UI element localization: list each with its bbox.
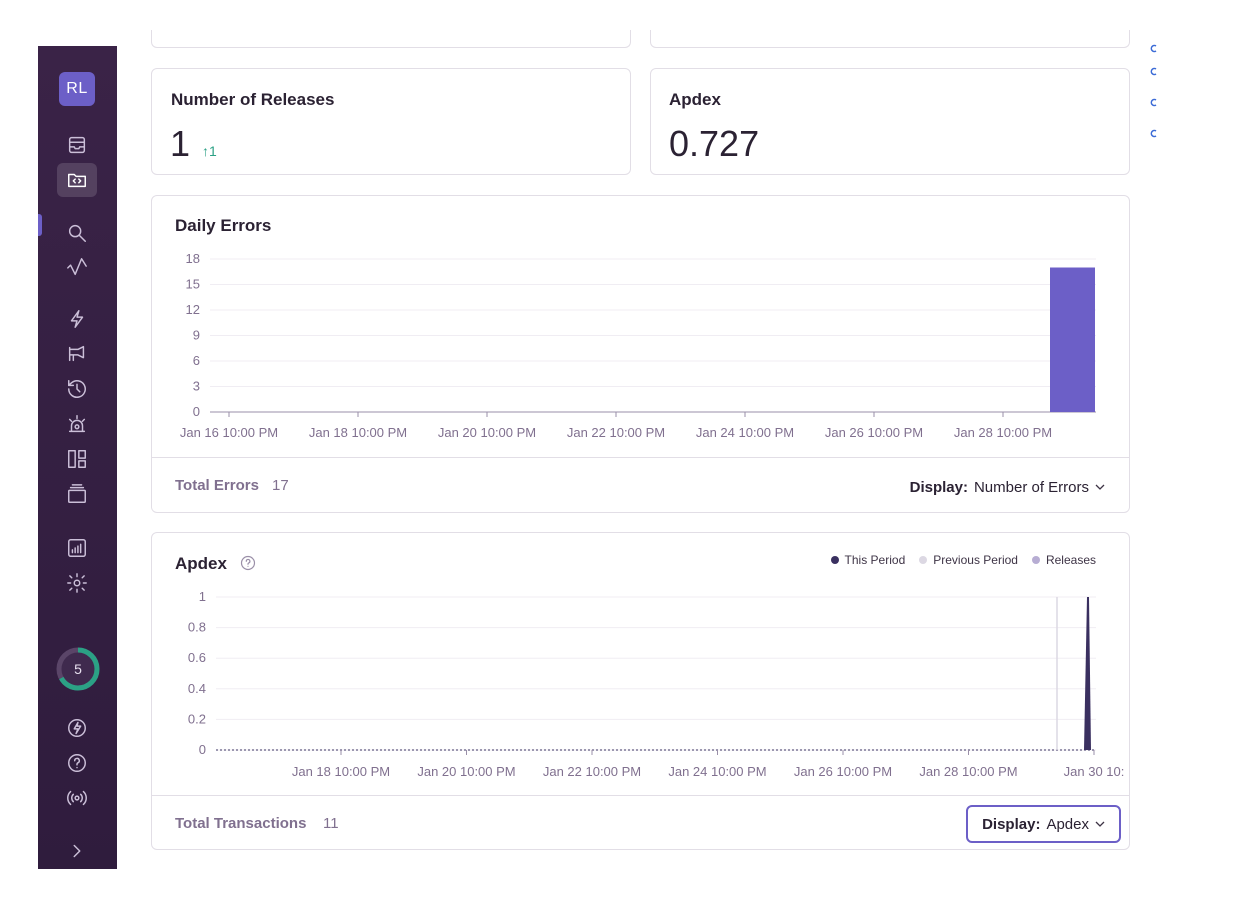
x-tick-label: Jan 20 10:00 PM <box>438 425 536 440</box>
releases-value: 1 <box>170 123 191 164</box>
x-tick-label: Jan 18 10:00 PM <box>292 764 390 779</box>
daily-errors-chart: 0 3 6 9 12 15 18 Jan 16 10:00 PM Jan 18 10:00 PM… <box>180 251 1096 440</box>
dashboards-icon[interactable] <box>62 444 92 474</box>
y-tick-label: 12 <box>186 302 200 317</box>
service-status-icon[interactable] <box>62 783 92 813</box>
previous-period-dot <box>919 556 928 564</box>
y-tick-label: 0.4 <box>188 681 206 696</box>
apdex-card-value: 0.727 <box>669 123 760 164</box>
releases-title: Number of Releases <box>171 90 335 109</box>
stats-icon[interactable] <box>62 533 92 563</box>
y-tick-label: 0 <box>193 404 200 419</box>
legend-this-period[interactable]: This Period <box>830 553 906 567</box>
error-bar <box>1050 267 1095 412</box>
apdex-legend: This Period Previous Period Releases <box>830 553 1096 567</box>
chevron-down-icon <box>1095 821 1105 827</box>
issues-inbox-icon[interactable] <box>62 130 92 160</box>
discover-stack-icon[interactable] <box>62 479 92 509</box>
apdex-footer: Total Transactions 11 Display: Apdex <box>152 795 1129 851</box>
x-tick-label: Jan 26 10:00 PM <box>825 425 923 440</box>
display-value: Number of Errors <box>973 478 1089 496</box>
legend-releases-label: Releases <box>1045 553 1096 567</box>
apdex-chart-card: Apdex This Period Previous Period Releas… <box>151 532 1130 850</box>
releases-icon[interactable] <box>62 304 92 334</box>
apdex-card-title: Apdex <box>669 90 721 109</box>
settings-gear-icon[interactable] <box>62 568 92 598</box>
org-avatar[interactable]: RL <box>59 72 95 106</box>
help-icon[interactable] <box>240 555 256 571</box>
daily-errors-title: Daily Errors <box>175 216 272 235</box>
y-tick-label: 9 <box>193 328 200 343</box>
releases-delta: ↑1 <box>202 143 217 159</box>
x-tick-label: Jan 20 10:00 PM <box>417 764 515 779</box>
y-tick-label: 0.8 <box>188 620 206 635</box>
x-tick-label: Jan 24 10:00 PM <box>696 425 794 440</box>
apdex-card: Apdex 0.727 <box>650 68 1130 175</box>
display-key: Display: <box>982 815 1041 833</box>
this-period-dot <box>830 556 839 564</box>
broadcast-lightning-icon[interactable] <box>62 713 92 743</box>
releases-dot <box>1031 556 1040 564</box>
legend-this-period-label: This Period <box>844 553 906 567</box>
legend-releases[interactable]: Releases <box>1031 553 1096 567</box>
total-errors-value: 17 <box>272 477 289 494</box>
y-tick-label: 3 <box>193 379 200 394</box>
x-tick-label: Jan 28 10:00 PM <box>919 764 1017 779</box>
y-tick-label: 0.2 <box>188 711 206 726</box>
apdex-chart: 0 0.2 0.4 0.6 0.8 1 Jan 18 10:00 PM Jan 20 10:0… <box>188 589 1125 779</box>
onboarding-progress[interactable]: 5 <box>55 646 101 692</box>
right-edge-markers <box>1150 44 1157 138</box>
y-tick-label: 0.6 <box>188 650 206 665</box>
apdex-display-dropdown[interactable]: Display: Apdex <box>966 805 1121 843</box>
history-icon[interactable] <box>62 374 92 404</box>
performance-icon[interactable] <box>62 252 92 282</box>
y-tick-label: 0 <box>199 742 206 757</box>
projects-icon[interactable] <box>57 163 97 197</box>
card-stub-right <box>650 30 1130 48</box>
x-tick-label: Jan 24 10:00 PM <box>668 764 766 779</box>
y-tick-label: 15 <box>186 277 200 292</box>
chevron-down-icon <box>1095 484 1105 490</box>
x-tick-label: Jan 22 10:00 PM <box>543 764 641 779</box>
help-question-icon[interactable] <box>62 748 92 778</box>
sidebar: RL 5 <box>38 46 117 869</box>
x-tick-label: Jan 18 10:00 PM <box>309 425 407 440</box>
x-tick-label: Jan 30 10: <box>1064 764 1125 779</box>
apdex-chart-title: Apdex <box>175 554 227 573</box>
y-tick-label: 6 <box>193 353 200 368</box>
legend-previous-period[interactable]: Previous Period <box>919 553 1018 567</box>
total-transactions-label: Total Transactions <box>175 815 307 832</box>
alerts-siren-icon[interactable] <box>62 409 92 439</box>
collapse-chevron-icon[interactable] <box>62 836 92 866</box>
display-value: Apdex <box>1046 815 1089 833</box>
total-transactions-value: 11 <box>323 815 339 832</box>
y-tick-label: 1 <box>199 589 206 604</box>
daily-errors-footer: Total Errors 17 Display: Number of Error… <box>152 457 1129 513</box>
total-errors-label: Total Errors <box>175 477 259 494</box>
display-key: Display: <box>909 478 968 496</box>
y-tick-label: 18 <box>186 251 200 266</box>
this-period-area <box>1084 597 1091 750</box>
active-indicator <box>38 214 42 236</box>
legend-previous-period-label: Previous Period <box>933 553 1018 567</box>
search-icon[interactable] <box>62 218 92 248</box>
x-tick-label: Jan 22 10:00 PM <box>567 425 665 440</box>
feedback-megaphone-icon[interactable] <box>62 339 92 369</box>
onboarding-count: 5 <box>74 661 82 677</box>
x-tick-label: Jan 16 10:00 PM <box>180 425 278 440</box>
daily-errors-card: Daily Errors 0 3 6 9 12 15 18 Jan 16 10:00 PM Ja… <box>151 195 1130 513</box>
x-tick-label: Jan 28 10:00 PM <box>954 425 1052 440</box>
x-tick-label: Jan 26 10:00 PM <box>794 764 892 779</box>
releases-card: Number of Releases 1 ↑1 <box>151 68 631 175</box>
card-stub-left <box>151 30 631 48</box>
errors-display-dropdown[interactable]: Display: Number of Errors <box>896 468 1119 506</box>
